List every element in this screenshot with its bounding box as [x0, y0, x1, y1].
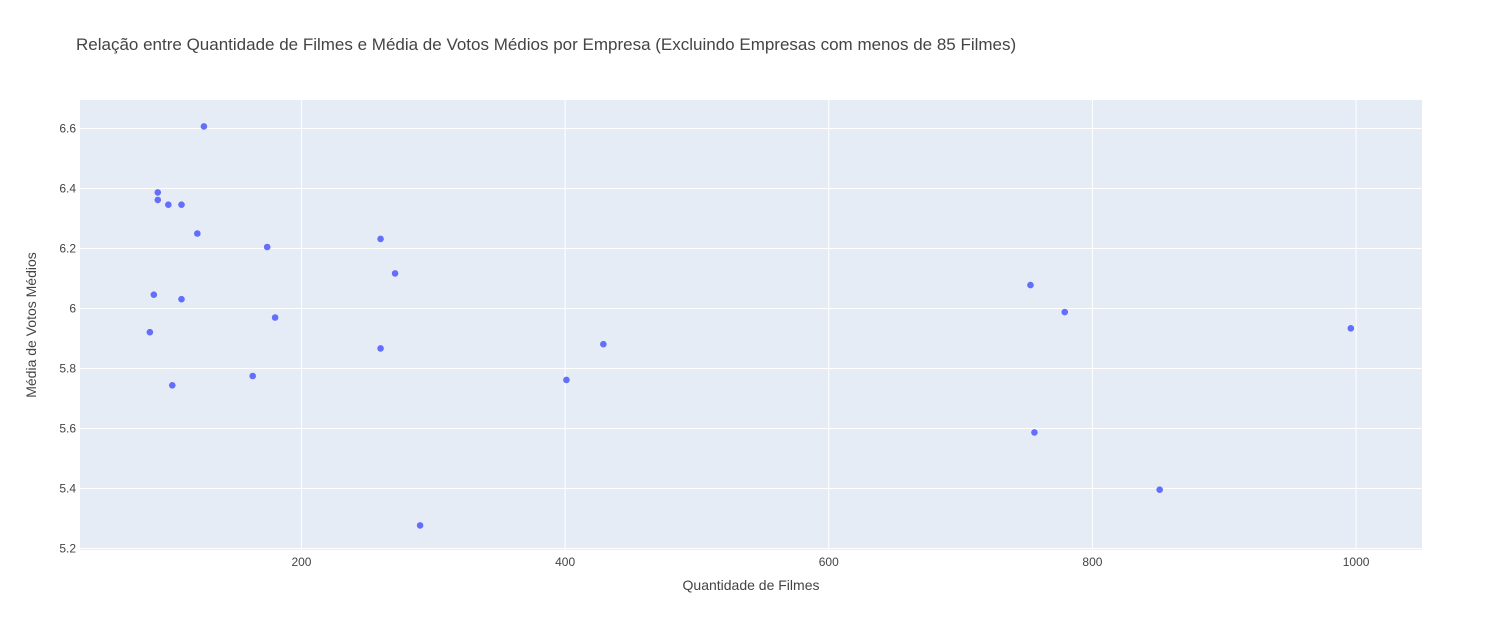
data-point [200, 123, 208, 130]
y-tick-label: 6.6 [59, 122, 76, 136]
data-point [271, 314, 279, 321]
y-tick-label: 6.4 [59, 182, 76, 196]
data-point [249, 372, 256, 380]
data-point [377, 345, 384, 352]
y-tick-label: 5.2 [59, 542, 76, 556]
x-tick-label: 400 [555, 555, 575, 569]
x-tick-label: 600 [819, 555, 839, 569]
y-axis-title: Média de Votos Médios [23, 252, 39, 398]
data-point [194, 230, 201, 237]
y-tick-label: 5.8 [59, 362, 76, 376]
data-point [168, 382, 176, 389]
y-tick-label: 5.4 [59, 482, 76, 496]
y-tick-label: 6.2 [59, 242, 76, 256]
x-tick-label: 800 [1082, 555, 1102, 569]
grid-lines [80, 100, 1422, 550]
data-point [1347, 325, 1355, 332]
data-point [600, 340, 607, 348]
x-tick-label: 200 [291, 555, 311, 569]
data-point [416, 522, 424, 529]
data-point [165, 201, 172, 208]
chart-title: Relação entre Quantidade de Filmes e Méd… [76, 35, 1016, 54]
plot-area [80, 100, 1422, 550]
data-point [391, 270, 399, 277]
data-point [263, 243, 271, 251]
data-point [377, 235, 384, 243]
y-axis-ticks: 5.2 5.4 5.6 5.8 6 6.2 6.4 6.6 [59, 122, 76, 556]
data-point [178, 295, 185, 303]
data-point [154, 189, 162, 196]
x-axis-ticks: 200 400 600 800 1000 [291, 555, 1369, 569]
x-tick-label: 1000 [1343, 555, 1370, 569]
data-point [154, 196, 162, 204]
data-point [563, 376, 570, 384]
data-point [150, 291, 158, 299]
data-point [178, 201, 185, 208]
data-point [1156, 486, 1163, 494]
y-tick-label: 5.6 [59, 422, 76, 436]
data-point [1027, 281, 1034, 289]
y-tick-label: 6 [69, 302, 76, 316]
data-point [1031, 429, 1038, 436]
data-point [146, 328, 154, 336]
data-point [1061, 308, 1069, 316]
x-axis-title: Quantidade de Filmes [683, 577, 820, 593]
data-points [146, 123, 1355, 529]
